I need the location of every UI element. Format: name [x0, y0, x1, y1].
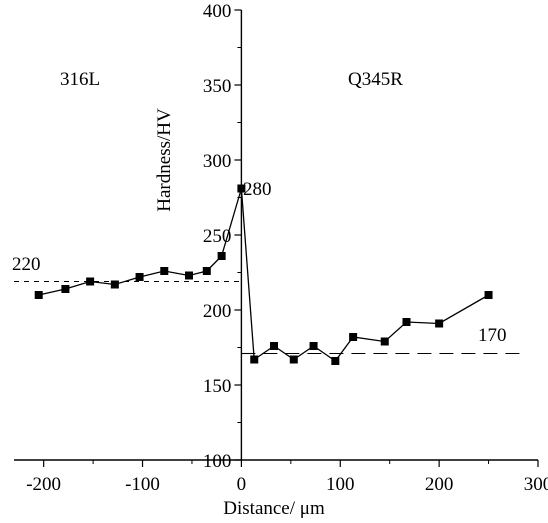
annotation-peak: 280 [243, 179, 272, 200]
reference-lines [14, 280, 524, 355]
data-point [435, 319, 444, 328]
data-series [34, 184, 493, 365]
data-point [34, 291, 43, 299]
reference-label-170: 170 [478, 325, 507, 346]
data-point [331, 357, 340, 365]
y-tick-label-150: 150 [203, 376, 232, 397]
y-tick-label-300: 300 [203, 151, 232, 172]
x-tick-label-200: 200 [425, 474, 454, 495]
y-tick-label-350: 350 [203, 76, 232, 97]
data-point [484, 291, 493, 299]
data-point [61, 285, 70, 293]
data-point [135, 273, 144, 281]
annotation-Q345R: Q345R [348, 69, 403, 90]
y-tick-label-100: 100 [203, 451, 232, 472]
y-tick-label-250: 250 [203, 226, 232, 247]
x-tick-label--200: -200 [26, 474, 61, 495]
x-tick-label-100: 100 [326, 474, 355, 495]
y-tick-label-200: 200 [203, 301, 232, 322]
y-tick-label-400: 400 [203, 1, 232, 22]
reference-label-220: 220 [12, 254, 41, 275]
y-axis-title: Hardness/HV [154, 108, 175, 212]
data-point [270, 342, 279, 350]
data-point [380, 337, 389, 346]
data-point [110, 280, 119, 289]
x-tick-label-300: 300 [524, 474, 548, 495]
data-point [86, 277, 95, 286]
data-point [402, 318, 411, 326]
data-point [160, 267, 169, 275]
data-point [217, 252, 226, 260]
x-axis-title: Distance/ μm [223, 498, 325, 519]
annotation-316L: 316L [60, 69, 100, 90]
data-point [250, 355, 259, 364]
data-point [289, 355, 298, 364]
x-tick-label--100: -100 [125, 474, 160, 495]
data-point [202, 267, 211, 275]
x-tick-label-0: 0 [237, 474, 247, 495]
data-point [349, 333, 358, 341]
data-point [184, 271, 193, 280]
data-point [237, 184, 246, 193]
data-point [309, 342, 318, 350]
series-line [38, 188, 489, 362]
